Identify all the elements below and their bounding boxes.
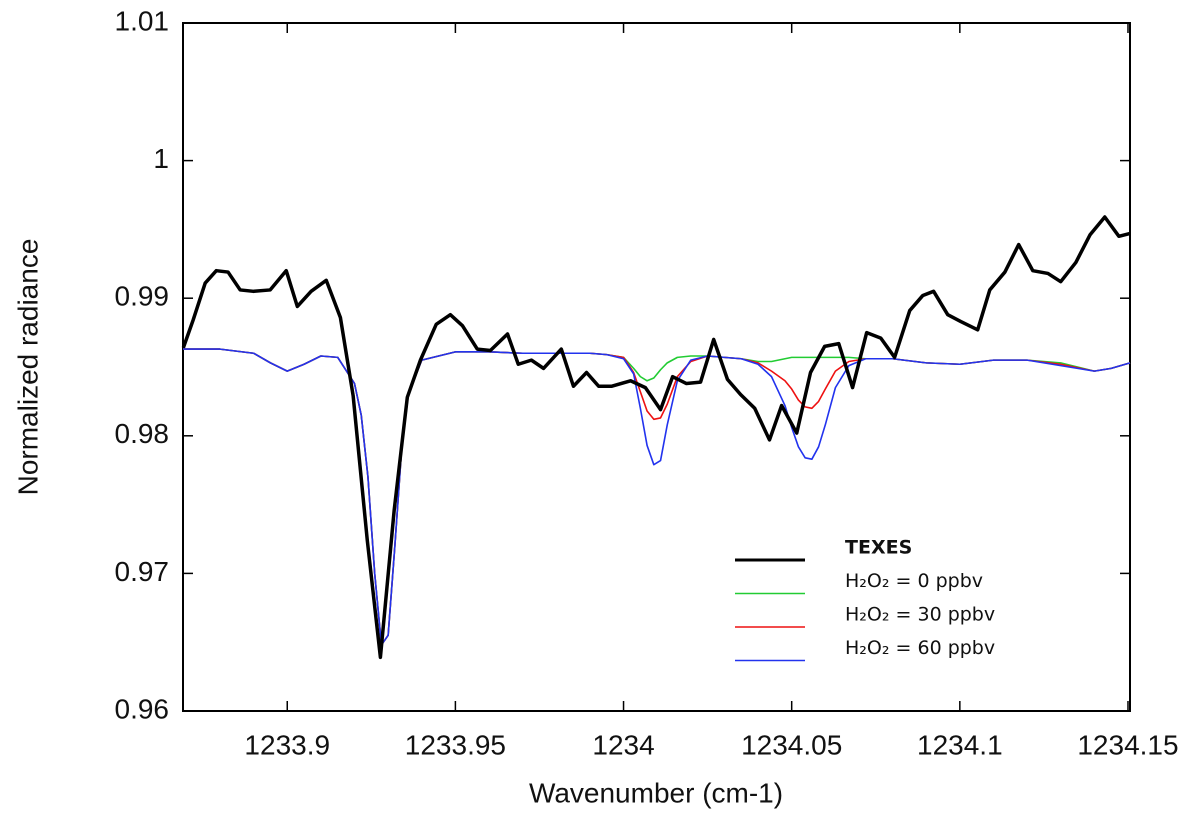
y-tick-label: 1.01 [115, 5, 170, 36]
legend-label: H₂O₂ = 0 ppbv [845, 570, 983, 592]
y-tick-label: 1 [153, 143, 169, 174]
y-tick-label: 0.99 [115, 281, 170, 312]
x-tick-label: 1233.95 [405, 729, 506, 760]
y-tick-label: 0.97 [115, 556, 170, 587]
legend-label: H₂O₂ = 60 ppbv [845, 637, 995, 659]
x-tick-label: 1234.1 [917, 729, 1003, 760]
x-tick-label: 1234.05 [741, 729, 842, 760]
y-tick-label: 0.96 [115, 693, 170, 724]
legend-label: H₂O₂ = 30 ppbv [845, 604, 995, 626]
y-axis-label: Normalized radiance [12, 239, 43, 496]
x-tick-label: 1233.9 [244, 729, 330, 760]
x-tick-label: 1234.15 [1077, 729, 1178, 760]
x-tick-label: 1234 [592, 729, 654, 760]
x-axis-label: Wavenumber (cm-1) [529, 777, 783, 808]
legend-label: TEXES [845, 537, 912, 559]
plot-frame [182, 22, 1131, 712]
y-tick-label: 0.98 [115, 418, 170, 449]
series-line [181, 215, 1131, 660]
series-line [183, 348, 1131, 646]
series-line [183, 348, 1131, 646]
series-line [183, 348, 1131, 646]
